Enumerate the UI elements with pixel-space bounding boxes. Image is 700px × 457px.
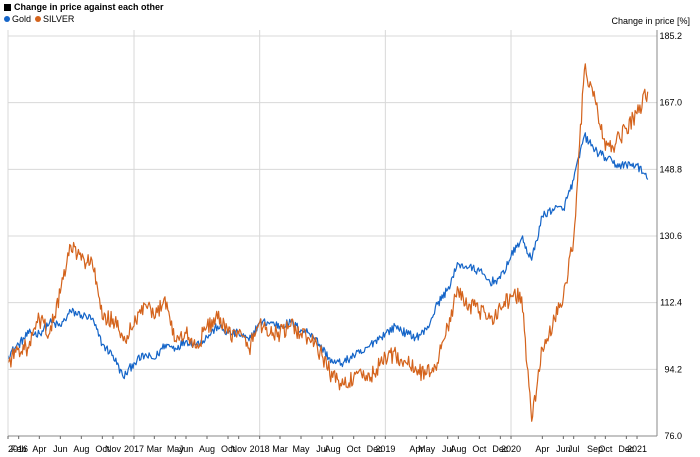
legend-item-silver[interactable]: SILVER (35, 14, 74, 24)
x-tick-label: Oct (221, 444, 236, 454)
y-tick-label: 76.0 (664, 431, 682, 441)
x-tick-label: Feb (11, 444, 27, 454)
x-tick-label: Aug (325, 444, 341, 454)
x-tick-label: Jun (556, 444, 571, 454)
x-tick-label: Jul (568, 444, 580, 454)
y-tick-label: 112.4 (660, 298, 682, 308)
x-tick-label: Oct (95, 444, 110, 454)
x-tick-label: May (167, 444, 185, 454)
x-tick-label: May (418, 444, 436, 454)
x-tick-label: Aug (450, 444, 466, 454)
x-tick-label: 2019 (375, 444, 395, 454)
x-tick-label: Aug (199, 444, 215, 454)
y-tick-label: 167.0 (659, 98, 682, 108)
x-tick-label: Jul (442, 444, 454, 454)
x-tick-label: Oct (347, 444, 362, 454)
x-tick-label: Oct (598, 444, 613, 454)
legend-dot-gold-icon (4, 16, 10, 22)
x-tick-label: 2018 (250, 444, 270, 454)
y-axis-label: Change in price [%] (611, 16, 690, 26)
x-tick-label: Apr (535, 444, 549, 454)
legend-dot-silver-icon (35, 16, 42, 22)
x-tick-label: Nov (105, 444, 122, 454)
x-tick-label: May (292, 444, 310, 454)
series-line-gold (7, 132, 649, 380)
x-tick-label: Dec (492, 444, 509, 454)
x-tick-label: 2021 (627, 444, 647, 454)
y-tick-labels: 76.0 94.2 112.4 130.6 148.8 167.0 185.2 (659, 31, 682, 441)
legend-label-silver: SILVER (43, 14, 75, 24)
x-tick-label: Apr (32, 444, 46, 454)
y-tick-label: 94.2 (664, 364, 682, 374)
legend-label-gold: Gold (12, 14, 32, 24)
legend-item-gold[interactable]: Gold (4, 14, 31, 24)
x-tick-label: Mar (147, 444, 163, 454)
chart-title-row: Change in price against each other (4, 2, 164, 12)
x-tick-label: 2016 (8, 444, 28, 454)
x-tick-label: Sep (587, 444, 603, 454)
x-tick-label: Jun (53, 444, 68, 454)
y-tick-label: 130.6 (659, 231, 682, 241)
y-tick-label: 148.8 (659, 164, 682, 174)
x-tick-label: 2017 (124, 444, 144, 454)
grid-lines (8, 30, 657, 437)
x-tick-label: Dec (618, 444, 635, 454)
legend: Gold SILVER (4, 14, 74, 24)
title-square-icon (4, 3, 11, 11)
x-tick-label: Nov (231, 444, 248, 454)
x-tick-label: Dec (367, 444, 384, 454)
x-tick-label: Apr (409, 444, 423, 454)
series-lines (7, 63, 649, 422)
series-line-silver (7, 63, 649, 422)
chart-title: Change in price against each other (14, 2, 164, 12)
x-tick-label: Oct (472, 444, 487, 454)
x-tick-label: Jul (316, 444, 328, 454)
x-tick-label: Mar (272, 444, 288, 454)
x-tick-label: 2020 (501, 444, 521, 454)
y-tick-label: 185.2 (659, 31, 682, 41)
x-tick-label: Aug (73, 444, 89, 454)
x-tick-label: Jun (179, 444, 194, 454)
